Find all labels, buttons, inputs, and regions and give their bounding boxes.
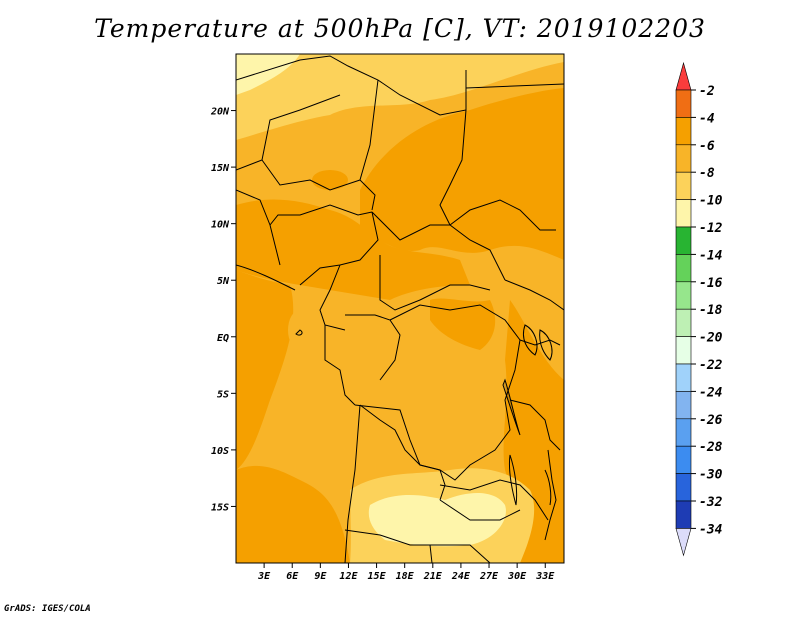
colorbar-label: -28: [699, 440, 723, 455]
colorbar-label: -6: [699, 139, 715, 154]
colorbar-box: [675, 363, 692, 392]
chart-title: Temperature at 500hPa [C], VT: 201910220…: [94, 14, 706, 43]
colorbar-box: [675, 226, 692, 255]
colorbar-box: [675, 254, 692, 283]
colorbar-label: -30: [699, 468, 723, 483]
colorbar-box: [675, 308, 692, 337]
lon-tick-label: 6E: [286, 571, 299, 582]
colorbar-box: [675, 473, 692, 502]
colorbar-label: -14: [699, 248, 723, 263]
colorbar-box: [675, 391, 692, 420]
lat-tick-label: 15N: [211, 163, 230, 174]
lon-tick-label: 12E: [339, 571, 358, 582]
lon-tick-label: 15E: [368, 571, 387, 582]
colorbar-label: -8: [699, 166, 715, 181]
colorbar-box: [675, 199, 692, 228]
colorbar-label: -20: [699, 331, 723, 346]
colorbar-bottom-triangle: [675, 528, 692, 557]
colorbar-box: [675, 500, 692, 529]
colorbar-label: -22: [699, 358, 723, 373]
colorbar-label: -18: [699, 303, 723, 318]
colorbar: -2 -4 -6 -8 -10 -12 -14 -16 -18 -20 -22 -24 -26 -28 -3…: [675, 61, 723, 557]
lat-tick-label: 5N: [217, 276, 230, 287]
colorbar-label: -2: [699, 84, 715, 99]
colorbar-label: -16: [699, 276, 723, 291]
lon-tick-label: 27E: [479, 571, 499, 582]
colorbar-label: -10: [699, 194, 723, 209]
lon-tick-label: 3E: [257, 571, 271, 582]
grads-credit: GrADS: IGES/COLA: [4, 604, 91, 614]
lon-tick-label: 18E: [396, 571, 415, 582]
colorbar-box: [675, 418, 692, 447]
lon-tick-label: 21E: [423, 571, 443, 582]
colorbar-box: [675, 89, 692, 118]
colorbar-label: -34: [699, 522, 723, 537]
colorbar-label: -12: [699, 221, 723, 236]
map-frame: [235, 53, 565, 564]
lon-tick-label: 24E: [451, 571, 471, 582]
colorbar-box: [675, 144, 692, 173]
colorbar-label: -32: [699, 495, 723, 510]
colorbar-box: [675, 445, 692, 474]
longitude-axis: 3E 6E 9E 12E 15E 18E 21E 24E 27E 30E 33E: [257, 563, 555, 582]
lon-tick-label: 30E: [507, 571, 527, 582]
colorbar-top-triangle: [675, 61, 692, 91]
colorbar-box: [675, 117, 692, 146]
colorbar-label: -26: [699, 413, 723, 428]
latitude-axis: 20N 15N 10N 5N EQ 5S 10S 15S: [210, 107, 236, 513]
colorbar-box: [675, 336, 692, 365]
lat-tick-label: 10N: [211, 220, 230, 231]
colorbar-box: [675, 281, 692, 310]
lat-tick-label: 20N: [210, 107, 230, 118]
lat-tick-label: 10S: [211, 446, 229, 457]
lon-tick-label: 9E: [314, 571, 327, 582]
lat-tick-label: 15S: [211, 502, 229, 513]
lat-tick-label: 5S: [217, 389, 229, 400]
lon-tick-label: 33E: [535, 571, 555, 582]
colorbar-label: -4: [699, 111, 715, 126]
colorbar-label: -24: [699, 385, 723, 400]
lat-tick-label: EQ: [217, 333, 229, 344]
country-borders: [236, 55, 564, 563]
colorbar-box: [675, 171, 692, 200]
